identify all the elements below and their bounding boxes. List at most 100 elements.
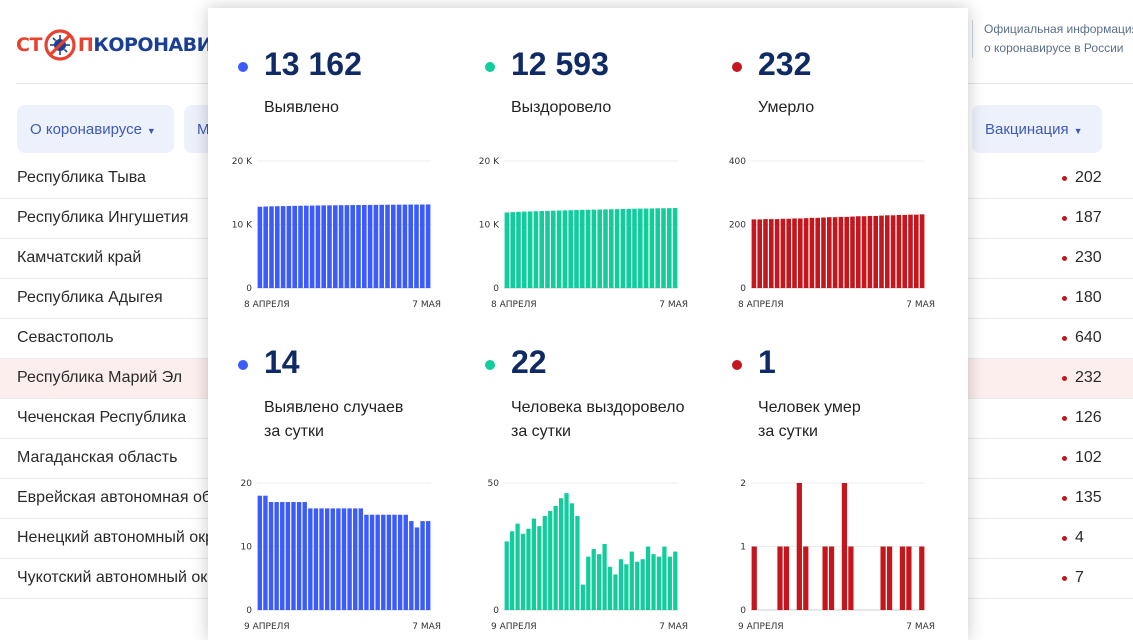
chart-bar <box>420 204 425 288</box>
chart-bar <box>381 514 386 610</box>
chart-bar <box>327 205 332 288</box>
region-value: 640 <box>1075 329 1102 346</box>
chart-bar <box>902 214 907 288</box>
chart-bar <box>661 208 666 288</box>
chart-bar <box>809 217 815 288</box>
chart-bar <box>296 502 302 610</box>
chart-bar <box>263 495 268 610</box>
chart-bar <box>257 495 263 610</box>
caret-down-icon: ▼ <box>1073 125 1083 136</box>
green-dot-icon <box>485 360 495 370</box>
chart-bar <box>640 559 645 610</box>
stat-label-sub: за сутки <box>758 423 818 440</box>
bullet-icon <box>1062 536 1067 541</box>
chart-bar <box>597 554 602 610</box>
bullet-icon <box>1062 176 1067 181</box>
y-tick-label: 2 <box>740 479 746 489</box>
stat-label: Выявлено <box>264 99 339 116</box>
green-dot-icon <box>485 62 495 72</box>
chart-bar <box>385 204 390 288</box>
x-end-label: 7 МАЯ <box>659 300 688 310</box>
region-value: 232 <box>1075 369 1102 386</box>
y-tick-label: 0 <box>740 606 746 616</box>
chart-bar <box>844 216 849 288</box>
chart-bar <box>353 508 358 610</box>
chart-died-daily: 0 1 2 9 АПРЕЛЯ 7 МАЯ <box>738 479 935 632</box>
chart-bar <box>533 211 539 288</box>
site-logo[interactable]: СТ П КОРОНАВИ <box>16 26 213 64</box>
caret-down-icon: ▼ <box>146 125 156 136</box>
chart-bar <box>397 514 403 610</box>
chart-bar <box>896 214 902 288</box>
region-name: Чукотский автономный округ <box>17 569 209 586</box>
bullet-icon <box>1062 376 1067 381</box>
chart-bar <box>275 206 280 288</box>
chart-bar <box>597 209 602 288</box>
red-dot-icon <box>732 360 742 370</box>
stat-detected: 13 162 Выявлено <box>238 46 458 128</box>
chart-bar <box>531 518 537 610</box>
chart-bar <box>302 502 307 610</box>
chart-bar <box>672 208 678 288</box>
nav-about-coronavirus[interactable]: О коронавирусе ▼ <box>17 105 174 153</box>
chart-bar <box>777 546 783 610</box>
chart-bar <box>629 551 634 610</box>
chart-bar <box>313 508 319 610</box>
chart-bar <box>655 208 660 288</box>
chart-bar <box>373 204 379 288</box>
chart-bar <box>304 205 309 288</box>
y-tick-label: 10 <box>241 543 253 553</box>
chart-bar <box>569 503 575 610</box>
chart-bar <box>861 216 867 288</box>
y-tick-label: 400 <box>729 157 746 167</box>
chart-bar <box>856 216 861 288</box>
chart-bar <box>556 210 562 288</box>
stat-label: Человек умер <box>758 399 861 416</box>
chart-recovered: 0 10 K 20 K 8 АПРЕЛЯ 7 МАЯ <box>479 157 688 310</box>
red-dot-icon <box>732 62 742 72</box>
bullet-icon <box>1062 336 1067 341</box>
region-name: Республика Марий Эл <box>17 369 183 386</box>
region-value: 102 <box>1075 449 1102 466</box>
chart-bar <box>409 521 414 610</box>
chart-bar <box>356 205 361 288</box>
chart-bar <box>379 204 384 288</box>
chart-bar <box>822 546 828 610</box>
region-value: 7 <box>1075 569 1084 586</box>
region-name: Чеченская Республика <box>17 409 187 426</box>
header-official-info[interactable]: Официальная информация о коронавирусе в … <box>972 20 1133 58</box>
chart-bar <box>827 217 832 288</box>
stat-label: Выздоровело <box>511 99 612 116</box>
region-name: Еврейская автономная область <box>17 489 209 506</box>
chart-bar <box>402 204 408 288</box>
chart-bar <box>848 546 854 610</box>
chart-bar <box>425 521 431 610</box>
chart-bar <box>408 204 413 288</box>
region-name: Ненецкий автономный округ <box>17 529 209 546</box>
chart-bar <box>321 205 326 288</box>
region-value: 135 <box>1075 489 1102 506</box>
chart-bar <box>257 206 263 288</box>
chart-bar <box>516 211 521 288</box>
chart-bar <box>504 541 509 610</box>
region-value: 126 <box>1075 409 1102 426</box>
chart-bar <box>828 546 835 610</box>
chart-bar <box>667 556 672 610</box>
stat-value: 232 <box>758 46 812 82</box>
chart-bar <box>919 546 925 610</box>
chart-bar <box>392 514 397 610</box>
chart-bar <box>602 543 607 610</box>
region-name: Магаданская область <box>17 449 178 466</box>
chart-bar <box>620 209 626 288</box>
chart-bar <box>796 483 802 610</box>
chart-bar <box>607 566 613 610</box>
chart-bar <box>850 216 855 288</box>
chart-bar <box>369 514 375 610</box>
blue-dot-icon <box>238 62 248 72</box>
chart-bar <box>751 219 757 288</box>
chart-bar <box>324 508 330 610</box>
chart-bar <box>319 508 324 610</box>
y-tick-label: 1 <box>740 543 746 553</box>
nav-vaccination[interactable]: Вакцинация ▼ <box>972 105 1102 153</box>
y-tick-label: 0 <box>740 284 746 294</box>
